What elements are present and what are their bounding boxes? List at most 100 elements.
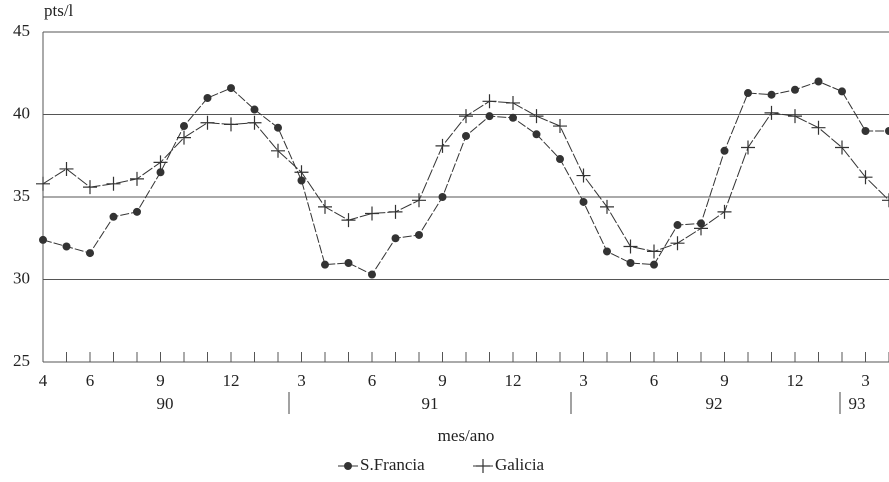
data-point	[250, 105, 259, 114]
data-point	[459, 109, 473, 124]
data-point	[294, 165, 309, 180]
data-point	[435, 138, 450, 153]
x-axis-label: mes/ano	[438, 426, 495, 445]
data-point	[556, 155, 564, 164]
data-point	[650, 260, 658, 269]
data-point	[391, 234, 400, 243]
data-point	[438, 193, 447, 201]
data-point	[86, 249, 94, 258]
x-tick-label: 9	[720, 371, 729, 390]
data-point	[506, 95, 520, 110]
x-tick-label: 6	[650, 371, 659, 390]
data-point	[600, 199, 614, 214]
legend-label: Galicia	[495, 455, 545, 474]
data-point	[203, 94, 212, 102]
data-point	[344, 259, 353, 267]
x-tick-label: 3	[861, 371, 870, 390]
data-point	[321, 260, 329, 269]
x-tick-label: 4	[39, 371, 48, 390]
data-point	[717, 204, 732, 219]
data-point	[720, 146, 729, 155]
legend-label: S.Francia	[360, 455, 425, 474]
data-point	[647, 244, 661, 259]
year-label: 92	[706, 394, 723, 413]
data-point	[247, 115, 262, 130]
data-point	[788, 109, 802, 124]
y-tick-label: 35	[13, 186, 30, 205]
data-point	[274, 123, 282, 132]
data-point	[835, 140, 849, 155]
data-point	[741, 140, 755, 155]
series-line	[42, 100, 889, 252]
data-point	[130, 171, 144, 186]
data-point	[744, 89, 752, 98]
x-tick-label: 3	[579, 371, 588, 390]
data-point	[59, 161, 74, 176]
x-tick-label: 12	[787, 371, 804, 390]
y-tick-label: 45	[13, 21, 30, 40]
x-tick-label: 3	[297, 371, 306, 390]
data-point	[365, 206, 379, 221]
legend-marker	[476, 459, 490, 473]
data-point	[485, 112, 494, 121]
data-point	[811, 120, 826, 135]
year-label: 90	[157, 394, 174, 413]
data-point	[83, 180, 97, 195]
data-point	[271, 143, 285, 158]
data-point	[885, 127, 889, 135]
x-tick-label: 9	[438, 371, 447, 390]
y-tick-label: 40	[13, 103, 30, 122]
data-point	[106, 176, 121, 191]
year-label: 91	[422, 394, 439, 413]
data-point	[133, 207, 141, 216]
x-tick-label: 12	[223, 371, 240, 390]
data-point	[858, 170, 873, 185]
data-point	[626, 259, 635, 267]
data-point	[529, 109, 544, 124]
data-point	[109, 212, 118, 221]
data-point	[388, 204, 403, 219]
data-point	[180, 122, 188, 131]
legend-marker	[344, 462, 352, 470]
data-point	[861, 127, 870, 135]
data-point	[623, 239, 638, 254]
data-point	[156, 168, 165, 177]
data-point	[694, 221, 708, 236]
data-point	[482, 94, 497, 109]
data-point	[412, 193, 426, 208]
data-point	[227, 84, 235, 93]
data-point	[177, 130, 191, 145]
data-point	[462, 131, 470, 140]
y-tick-label: 30	[13, 268, 30, 287]
data-point	[532, 130, 541, 139]
data-point	[368, 270, 376, 279]
data-point	[553, 119, 567, 134]
data-point	[36, 176, 50, 191]
data-point	[62, 242, 71, 251]
data-point	[200, 115, 215, 130]
data-point	[603, 247, 611, 256]
data-point	[576, 168, 591, 183]
year-label: 93	[849, 394, 866, 413]
data-point	[882, 193, 889, 208]
x-tick-label: 12	[505, 371, 522, 390]
data-point	[509, 113, 517, 122]
data-point	[297, 176, 306, 185]
x-tick-label: 9	[156, 371, 165, 390]
data-point	[673, 221, 682, 230]
data-point	[670, 236, 685, 251]
y-tick-label: 25	[13, 351, 30, 370]
x-tick-label: 6	[368, 371, 377, 390]
data-point	[791, 85, 799, 94]
data-point	[415, 230, 423, 239]
data-point	[224, 117, 238, 132]
data-point	[318, 199, 332, 214]
data-point	[341, 213, 356, 228]
data-point	[39, 235, 47, 244]
data-point	[764, 105, 779, 120]
data-point	[838, 87, 846, 96]
data-point	[814, 77, 823, 86]
y-axis-label: pts/l	[44, 1, 74, 20]
data-point	[767, 90, 776, 99]
